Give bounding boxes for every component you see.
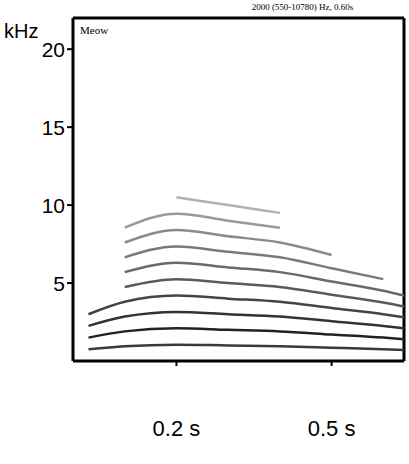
svg-text:15: 15 xyxy=(42,116,65,139)
svg-text:5: 5 xyxy=(53,272,65,295)
svg-text:10: 10 xyxy=(42,194,65,217)
html-text:Meow: Meow xyxy=(80,24,109,36)
svg-text:0.2 s: 0.2 s xyxy=(153,416,201,441)
html-text:kHz: kHz xyxy=(4,20,39,42)
svg-text:20: 20 xyxy=(42,38,65,61)
html-text:2000 (550-10780) Hz, 0.60s: 2000 (550-10780) Hz, 0.60s xyxy=(251,2,354,12)
svg-text:0.5 s: 0.5 s xyxy=(308,416,356,441)
